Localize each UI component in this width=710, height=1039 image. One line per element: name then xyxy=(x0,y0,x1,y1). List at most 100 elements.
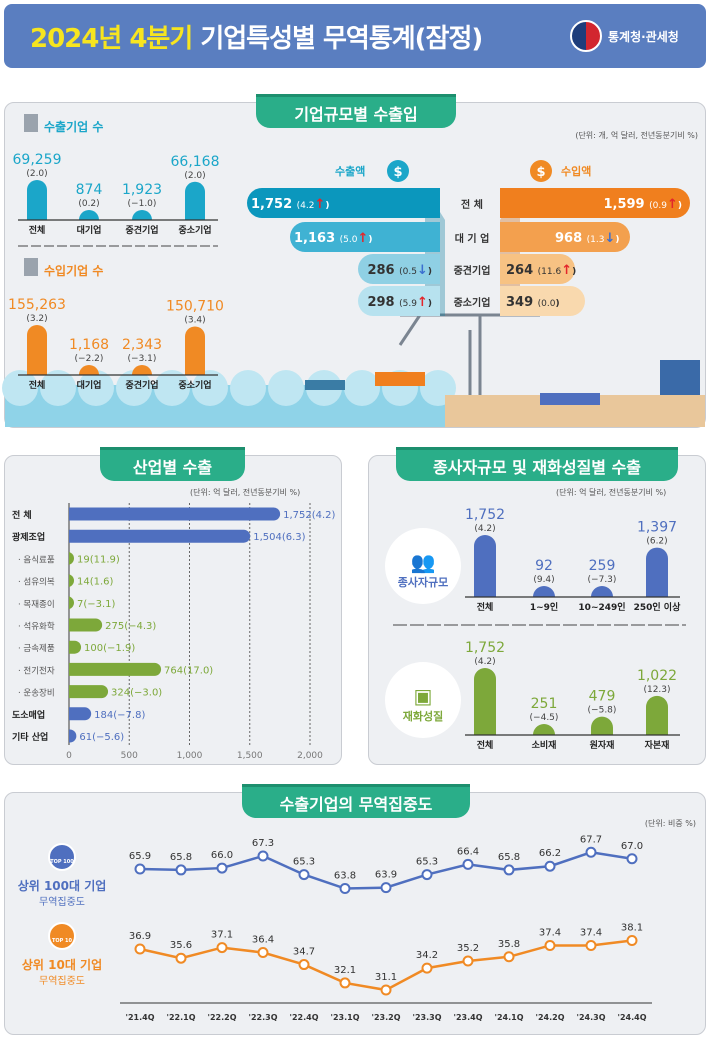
employee-size-bar xyxy=(533,586,555,597)
x-tick-label: '24.2Q xyxy=(536,1013,565,1022)
x-tick-label: '23.1Q xyxy=(331,1013,360,1022)
data-point xyxy=(585,846,597,858)
import-firms-title: 수입기업 수 xyxy=(44,264,104,278)
goods-type-bar xyxy=(646,695,668,735)
section-title-employee-goods: 종사자규모 및 재화성질별 수출 xyxy=(396,447,678,481)
x-tick-label: '22.1Q xyxy=(167,1013,196,1022)
data-point xyxy=(421,869,433,881)
up-arrow-icon: ↑ xyxy=(417,295,428,310)
x-tick-label: '24.4Q xyxy=(618,1013,647,1022)
data-label: 66.2 xyxy=(539,848,561,859)
data-point xyxy=(134,863,146,875)
building-icon xyxy=(24,258,38,276)
size-category-label: 중견기업 xyxy=(454,264,491,277)
crane-icon xyxy=(398,313,540,395)
employee-size-change: (4.2) xyxy=(474,524,495,534)
export-firms-value: 874 xyxy=(76,182,103,198)
goods-type-category: 전체 xyxy=(477,739,494,751)
industry-label: 광제조업 xyxy=(12,531,45,543)
data-label: 36.4 xyxy=(252,935,274,946)
import-firms-value: 155,263 xyxy=(8,297,66,313)
industry-label: · 목재종이 xyxy=(18,599,55,610)
paren: ) xyxy=(428,299,432,309)
export-amount-bar xyxy=(358,286,440,316)
goods-type-change: (4.2) xyxy=(474,657,495,667)
industry-value: 19(11.9) xyxy=(77,554,120,565)
industry-label: · 금속제품 xyxy=(18,644,55,654)
data-point xyxy=(257,947,269,959)
data-point xyxy=(175,864,187,876)
goods-type-category: 소비재 xyxy=(532,739,557,751)
data-point xyxy=(462,858,474,870)
export-amount-number: 1,163 xyxy=(294,231,340,246)
data-label: 63.8 xyxy=(334,871,356,882)
employee-size-category: 전체 xyxy=(477,601,494,613)
import-firms-change: (−2.2) xyxy=(75,354,104,364)
building-icon xyxy=(24,114,38,132)
money-bag-icon xyxy=(387,160,409,182)
data-point xyxy=(298,959,310,971)
x-tick-label: 0 xyxy=(66,751,72,761)
down-arrow-icon: ↓ xyxy=(605,231,616,246)
import-amount-change: (1.3 xyxy=(587,235,605,245)
title-rest: 기업특성별 무역통계(잠정) xyxy=(192,24,483,54)
x-tick-label: '24.3Q xyxy=(577,1013,606,1022)
data-point xyxy=(503,864,515,876)
data-point xyxy=(257,850,269,862)
wave-shape xyxy=(116,370,152,406)
people-icon: 👥 xyxy=(410,550,436,574)
section-title-concentration: 수출기업의 무역집중도 xyxy=(242,784,470,818)
data-label: 67.7 xyxy=(580,834,602,845)
government-logo-icon xyxy=(570,20,602,52)
export-amount-bar xyxy=(247,188,440,218)
data-label: 32.1 xyxy=(334,965,356,976)
wave-shape xyxy=(230,370,266,406)
import-amount-change: (11.6 xyxy=(538,267,562,277)
paren: ) xyxy=(678,201,682,211)
industry-label: 도소매업 xyxy=(12,709,45,721)
top100-legend-name: 상위 100대 기업 xyxy=(17,879,107,893)
export-firms-category: 대기업 xyxy=(77,224,102,236)
panel-concentration xyxy=(4,792,706,1035)
goods-type-value: 1,752 xyxy=(465,640,505,656)
goods-type-value: 479 xyxy=(589,689,616,705)
industry-label: 기타 산업 xyxy=(12,731,48,743)
goods-type-bar xyxy=(591,716,613,735)
data-point xyxy=(298,869,310,881)
import-amount-value: 1,599 (0.9↑) xyxy=(603,197,682,212)
import-amount-label: 수입액 xyxy=(561,165,592,178)
paren: ) xyxy=(615,235,619,245)
export-firms-category: 중소기업 xyxy=(178,224,211,236)
employee-size-value: 1,752 xyxy=(465,507,505,523)
export-firms-value: 66,168 xyxy=(171,154,220,170)
export-firms-change: (2.0) xyxy=(26,169,47,179)
x-tick-label: '23.3Q xyxy=(413,1013,442,1022)
goods-type-value: 1,022 xyxy=(637,668,677,684)
import-amount-number: 1,599 xyxy=(603,197,649,212)
industry-value: 1,752(4.2) xyxy=(283,510,335,521)
export-amount-change: (5.0 xyxy=(340,235,358,245)
title-highlight: 2024년 4분기 xyxy=(30,24,193,54)
goods-type-label: 재화성질 xyxy=(402,710,444,723)
data-label: 37.4 xyxy=(580,927,602,938)
x-tick-label: '23.2Q xyxy=(372,1013,401,1022)
x-tick-label: '22.2Q xyxy=(208,1013,237,1022)
data-label: 67.3 xyxy=(252,838,274,849)
export-firms-title: 수출기업 수 xyxy=(44,120,104,134)
export-firms-change: (0.2) xyxy=(78,199,99,209)
import-amount-value: 349 (0.0) xyxy=(506,295,560,310)
export-firms-change: (−1.0) xyxy=(128,199,157,209)
export-amount-value: 298 (5.9↑) xyxy=(367,295,432,310)
data-point xyxy=(380,882,392,894)
industry-bar xyxy=(69,685,109,699)
import-firms-category: 중견기업 xyxy=(125,379,158,391)
data-point xyxy=(175,952,187,964)
data-point xyxy=(216,862,228,874)
export-firms-category: 전체 xyxy=(29,224,46,236)
up-arrow-icon: ↑ xyxy=(561,263,572,278)
import-amount-change: (0.0 xyxy=(538,299,556,309)
import-firms-change: (3.2) xyxy=(26,314,47,324)
industry-bar xyxy=(69,729,77,743)
industry-value: 100(−1.9) xyxy=(84,643,135,654)
